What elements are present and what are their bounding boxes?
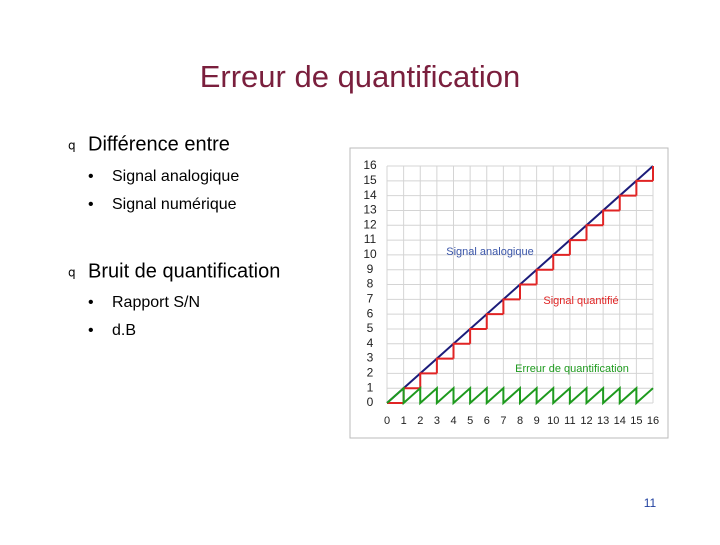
- y-tick-label: 4: [367, 336, 374, 350]
- y-tick-label: 11: [364, 232, 377, 246]
- y-tick-label: 9: [367, 262, 374, 276]
- sub-bullet-text: Signal analogique: [112, 168, 239, 185]
- x-tick-label: 9: [534, 415, 540, 427]
- bullet-text: Bruit de quantification: [88, 260, 280, 282]
- y-tick-label: 2: [367, 366, 374, 380]
- series-label: Signal analogique: [446, 246, 533, 258]
- sub-bullet-marker: •: [88, 196, 94, 213]
- y-tick-label: 16: [363, 158, 377, 172]
- sub-bullet-text: Signal numérique: [112, 196, 237, 213]
- x-tick-label: 8: [517, 415, 523, 427]
- y-tick-label: 7: [367, 291, 374, 305]
- step-segment: [635, 179, 653, 196]
- x-tick-label: 14: [614, 415, 626, 427]
- y-tick-label: 12: [363, 217, 377, 231]
- x-tick-label: 15: [630, 415, 642, 427]
- y-tick-label: 10: [363, 247, 377, 261]
- step-segment: [485, 313, 504, 329]
- series-line: [386, 385, 654, 406]
- step-segment: [452, 342, 471, 359]
- step-segment: [585, 224, 604, 241]
- step-segment: [568, 239, 587, 255]
- step-segment: [419, 372, 437, 389]
- y-tick-label: 1: [367, 380, 374, 394]
- y-tick-label: 8: [367, 277, 374, 291]
- sub-bullet-text: Rapport S/N: [112, 294, 200, 311]
- step-segment: [602, 209, 620, 226]
- bullet-text: Différence entre: [88, 133, 230, 155]
- y-tick-label: 6: [367, 306, 374, 320]
- x-tick-label: 10: [547, 415, 559, 427]
- bullet-marker: q: [68, 139, 76, 153]
- step-segment: [618, 194, 637, 211]
- x-tick-label: 7: [500, 415, 506, 427]
- x-tick-label: 4: [450, 415, 456, 427]
- y-tick-label: 3: [367, 351, 374, 365]
- bullet-marker: q: [68, 266, 76, 280]
- sub-bullet-text: d.B: [112, 322, 136, 339]
- y-tick-label: 13: [363, 203, 377, 217]
- x-tick-label: 12: [580, 415, 592, 427]
- step-segment: [469, 327, 487, 344]
- x-tick-label: 6: [484, 415, 490, 427]
- step-segment: [535, 268, 554, 285]
- sub-bullet-marker: •: [88, 294, 94, 311]
- x-tick-label: 5: [467, 415, 473, 427]
- y-tick-label: 0: [367, 395, 374, 409]
- y-tick-label: 5: [367, 321, 374, 335]
- step-segment: [435, 357, 454, 374]
- y-tick-label: 14: [363, 188, 377, 202]
- sub-bullet-marker: •: [88, 168, 94, 185]
- page-number: 11: [644, 496, 657, 510]
- x-tick-label: 1: [401, 415, 407, 427]
- x-tick-label: 3: [434, 415, 440, 427]
- y-tick-label: 15: [363, 173, 377, 187]
- step-segment: [552, 253, 570, 270]
- x-tick-label: 13: [597, 415, 609, 427]
- series-label: Erreur de quantification: [515, 363, 629, 375]
- slide-title: Erreur de quantification: [200, 59, 521, 94]
- step-segment: [519, 283, 537, 300]
- series-label: Signal quantifié: [543, 295, 618, 307]
- sub-bullet-marker: •: [88, 322, 94, 339]
- step-segment: [502, 298, 520, 315]
- x-tick-label: 16: [647, 415, 659, 427]
- x-tick-label: 11: [564, 415, 575, 427]
- x-tick-label: 0: [384, 415, 390, 427]
- x-tick-label: 2: [417, 415, 423, 427]
